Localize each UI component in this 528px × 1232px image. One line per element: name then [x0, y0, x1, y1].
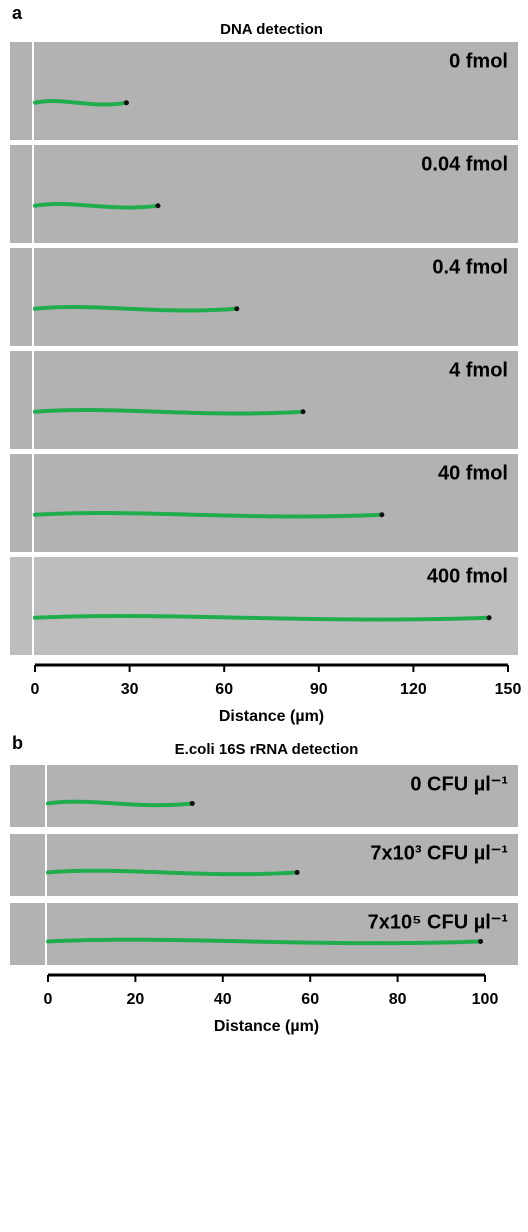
track [33, 614, 492, 622]
track-end [300, 409, 306, 415]
image-strip [10, 454, 518, 552]
x-tick-label: 0 [44, 991, 53, 1008]
x-tick-label: 30 [121, 681, 139, 698]
track-end [486, 615, 492, 621]
x-axis-label: Distance (µm) [219, 708, 324, 725]
panel-letter: b [12, 733, 23, 753]
x-tick-label: 20 [127, 991, 145, 1008]
track [33, 511, 384, 519]
strip-label: 40 fmol [438, 462, 508, 484]
x-tick-label: 40 [214, 991, 232, 1008]
strip-label: 0.04 fmol [421, 153, 508, 175]
track [33, 408, 306, 416]
x-tick-label: 90 [310, 681, 328, 698]
track-end [155, 203, 161, 209]
x-tick-label: 120 [400, 681, 427, 698]
track-end [294, 869, 300, 875]
image-strip [10, 145, 518, 243]
track-end [478, 938, 484, 944]
x-tick-label: 150 [495, 681, 522, 698]
strip-label: 7x10⁵ CFU µl⁻¹ [368, 911, 509, 933]
track-end [234, 306, 240, 312]
chart-title: E.coli 16S rRNA detection [175, 741, 359, 758]
image-strip [10, 248, 518, 346]
strip-label: 0 fmol [449, 50, 508, 72]
strip-label: 0 CFU µl⁻¹ [410, 773, 508, 795]
image-strip [10, 557, 518, 655]
strip-label: 4 fmol [449, 359, 508, 381]
track [46, 868, 300, 877]
track [33, 99, 129, 107]
strip-label: 7x10³ CFU µl⁻¹ [370, 842, 508, 864]
image-strip [10, 834, 518, 896]
strip-label: 400 fmol [427, 565, 508, 587]
panel-letter: a [12, 3, 23, 23]
x-tick-label: 100 [472, 991, 499, 1008]
image-strip [10, 903, 518, 965]
track [33, 305, 239, 313]
track [46, 799, 195, 808]
chart-title: DNA detection [220, 21, 323, 38]
image-strip [10, 351, 518, 449]
x-tick-label: 60 [215, 681, 233, 698]
x-tick-label: 60 [301, 991, 319, 1008]
track-end [189, 800, 195, 806]
track [46, 937, 483, 946]
image-strip [10, 765, 518, 827]
track-end [123, 100, 129, 106]
x-tick-label: 0 [31, 681, 40, 698]
x-tick-label: 80 [389, 991, 407, 1008]
x-axis-label: Distance (µm) [214, 1018, 319, 1035]
track [33, 202, 160, 210]
strip-label: 0.4 fmol [432, 256, 508, 278]
track-end [379, 512, 385, 518]
image-strip [10, 42, 518, 140]
